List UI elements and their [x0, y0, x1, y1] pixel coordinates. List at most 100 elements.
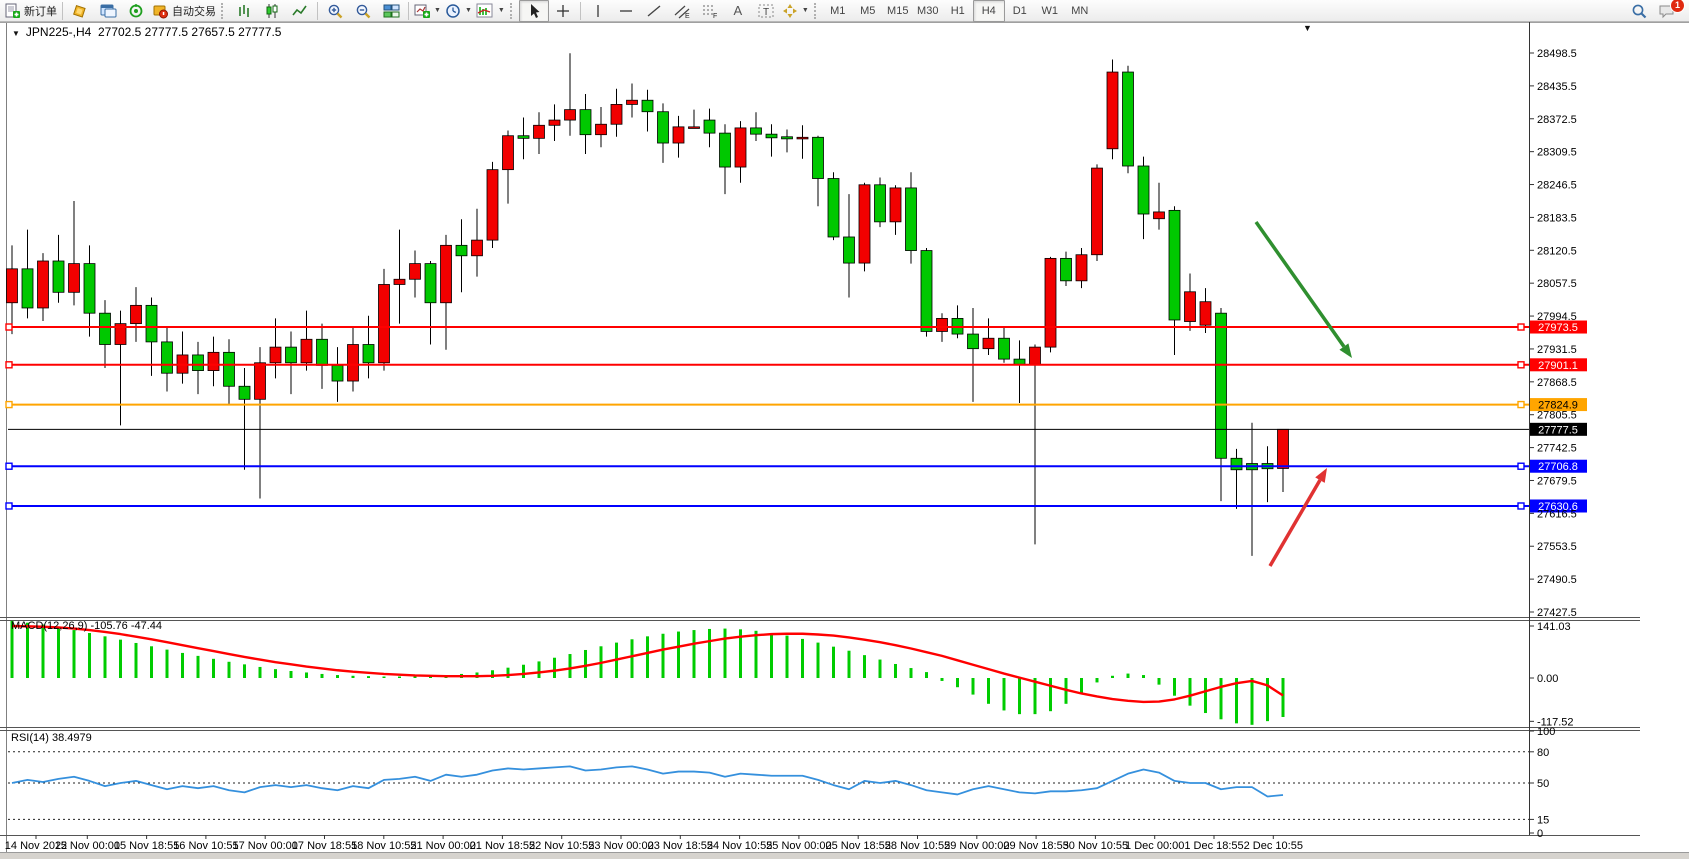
price-tag	[1530, 358, 1587, 372]
timeframe-m30[interactable]: M30	[917, 4, 939, 17]
auto-trading-button[interactable]: 自动交易	[150, 1, 218, 21]
rsi-line	[11, 765, 1284, 798]
svg-text:27994.5: 27994.5	[1537, 311, 1577, 323]
new-chart-button[interactable]: ▼	[412, 1, 443, 21]
svg-text:27630.6: 27630.6	[1538, 501, 1578, 513]
ohlc-readout: 27702.5 27777.5 27657.5 27777.5	[97, 25, 282, 39]
periods-clock-icon	[446, 3, 460, 18]
rsi-axis-labels: 100 80 50 15 0	[1529, 726, 1555, 840]
svg-text:17 Nov 18:55: 17 Nov 18:55	[292, 840, 357, 852]
zoom-in-icon	[328, 4, 342, 18]
vertical-line-tool-button[interactable]	[584, 1, 612, 21]
indicators-icon	[476, 3, 493, 17]
timeframe-m1[interactable]: M1	[830, 4, 846, 17]
line-chart-button[interactable]	[286, 1, 314, 21]
line-handle[interactable]	[5, 502, 13, 510]
chart-window-bg	[0, 22, 1689, 853]
trendline-tool-button[interactable]	[640, 1, 668, 21]
line-handle[interactable]	[1517, 462, 1525, 470]
macd-axis-labels: 141.03 0.00 -117.52	[1529, 621, 1574, 728]
new-order-button[interactable]: 新订单	[2, 1, 59, 21]
chart-title: ▼ JPN225-,H4 27702.5 27777.5 27657.5 2777…	[12, 25, 281, 39]
line-handle[interactable]	[5, 400, 13, 409]
main-toolbar: 新订单 自动交易	[0, 0, 1689, 22]
timeframe-w1[interactable]: W1	[1041, 4, 1059, 17]
svg-text:23 Nov 18:55: 23 Nov 18:55	[648, 840, 713, 852]
channel-tool-button[interactable]: E	[668, 1, 696, 21]
periods-button[interactable]: ▼	[443, 1, 474, 21]
green-down-arrow[interactable]	[1254, 220, 1352, 358]
price-tag	[1530, 499, 1587, 513]
svg-text:E: E	[685, 13, 690, 19]
vertical-line-icon	[597, 4, 599, 17]
svg-text:18 Nov 10:55: 18 Nov 10:55	[351, 840, 416, 852]
horizontal-line-tool-button[interactable]	[612, 1, 640, 21]
svg-text:28498.5: 28498.5	[1537, 48, 1577, 60]
line-handle[interactable]	[1517, 323, 1525, 331]
svg-text:15 Nov 00:00: 15 Nov 00:00	[55, 840, 120, 852]
navigator-button[interactable]	[122, 1, 150, 21]
rsi-name: RSI(14)	[11, 732, 49, 744]
svg-text:17 Nov 00:00: 17 Nov 00:00	[232, 840, 297, 852]
line-handle[interactable]	[1517, 361, 1525, 369]
timeframe-d1[interactable]: D1	[1012, 4, 1027, 17]
svg-text:27824.9: 27824.9	[1538, 400, 1578, 412]
price-tag	[1530, 459, 1587, 473]
zoom-in-button[interactable]	[321, 1, 349, 21]
red-up-arrow[interactable]	[1268, 468, 1327, 567]
svg-text:28183.5: 28183.5	[1537, 212, 1577, 224]
text-label-tool-button[interactable]: T	[752, 1, 780, 21]
arrows-tool-button[interactable]: ▼	[780, 1, 811, 21]
chart-shift-marker[interactable]: ▼	[1303, 23, 1312, 33]
toolbar-grip	[813, 2, 820, 19]
search-icon	[1632, 4, 1646, 18]
line-handle[interactable]	[5, 323, 13, 331]
svg-text:28 Nov 10:55: 28 Nov 10:55	[885, 840, 950, 852]
svg-text:27805.5: 27805.5	[1537, 410, 1577, 422]
price-tag	[1530, 398, 1587, 412]
dropdown-caret: ▼	[801, 7, 809, 14]
timeframe-group: M1 M5 M15 M30 H1 H4 D1 W1 MN	[823, 0, 1095, 22]
timeframe-h4[interactable]: H4	[972, 0, 1005, 22]
timeframe-h1[interactable]: H1	[950, 4, 965, 17]
cursor-tool-button[interactable]	[518, 0, 549, 22]
new-order-icon	[5, 3, 20, 18]
timeframe-m5[interactable]: M5	[860, 4, 876, 17]
rsi-level-lines	[8, 751, 1529, 820]
timeframe-m15[interactable]: M15	[887, 4, 909, 17]
zoom-out-button[interactable]	[349, 1, 377, 21]
fibonacci-tool-button[interactable]: F	[696, 1, 724, 21]
market-watch-button[interactable]	[66, 1, 94, 21]
dropdown-caret: ▼	[497, 7, 505, 14]
line-handle[interactable]	[1517, 502, 1525, 510]
svg-text:27742.5: 27742.5	[1537, 443, 1577, 455]
data-window-button[interactable]	[94, 1, 122, 21]
candlestick-chart-button[interactable]	[258, 1, 286, 21]
price-line-objects[interactable]: 27973.5 27901.1 27824.9 27777.5 27706.8 27630…	[5, 320, 1587, 513]
tile-windows-button[interactable]	[377, 1, 405, 21]
auto-trading-icon	[153, 5, 168, 18]
timeframe-mn[interactable]: MN	[1071, 4, 1089, 17]
svg-text:27931.5: 27931.5	[1537, 344, 1577, 356]
svg-text:28120.5: 28120.5	[1537, 245, 1577, 257]
svg-text:80: 80	[1537, 747, 1549, 759]
line-handle[interactable]	[5, 361, 13, 369]
line-handle[interactable]	[5, 462, 13, 470]
svg-text:27868.5: 27868.5	[1537, 377, 1577, 389]
line-handle[interactable]	[1517, 400, 1525, 409]
macd-indicator-label: MACD(12,26,9) -105.76 -47.44	[11, 620, 162, 632]
svg-text:14 Nov 2022: 14 Nov 2022	[5, 840, 67, 852]
chart-title-caret[interactable]: ▼	[12, 29, 20, 38]
price-axis-labels[interactable]: 28498.5 28435.5 28372.5 28309.5 28246.5 28183…	[1529, 48, 1577, 619]
bar-chart-icon	[239, 4, 249, 17]
search-button[interactable]	[1625, 1, 1653, 21]
crosshair-icon	[556, 4, 569, 17]
bar-chart-button[interactable]	[230, 1, 258, 21]
text-tool-button[interactable]: A	[733, 3, 743, 18]
indicators-button[interactable]: ▼	[474, 1, 507, 21]
crosshair-tool-button[interactable]	[549, 1, 577, 21]
dropdown-caret: ▼	[434, 7, 441, 14]
notifications-button[interactable]: 1	[1653, 0, 1685, 21]
